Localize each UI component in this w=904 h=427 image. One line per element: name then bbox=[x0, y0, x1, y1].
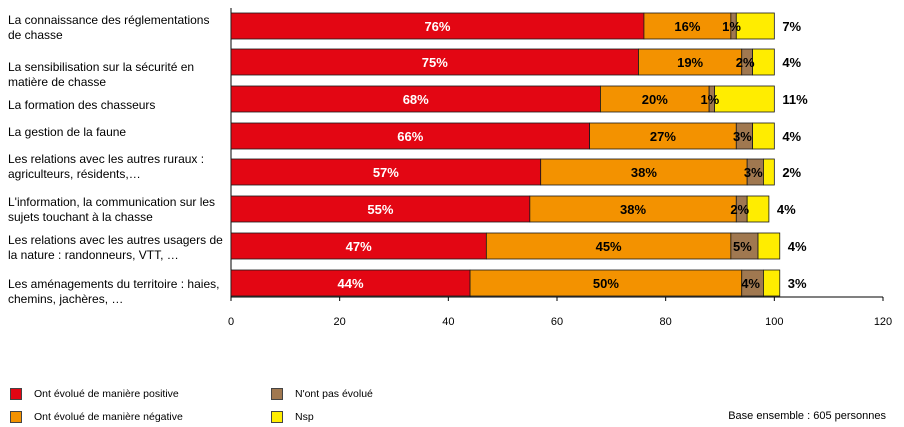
bar-segment bbox=[230, 195, 531, 223]
x-tick-label: 20 bbox=[334, 316, 346, 328]
data-label: 38% bbox=[631, 165, 657, 180]
data-label: 2% bbox=[736, 55, 755, 70]
data-label: 3% bbox=[788, 276, 807, 291]
legend-label: Ont évolué de manière négative bbox=[34, 411, 183, 423]
category-label: Les aménagements du territoire : haies, … bbox=[8, 277, 220, 306]
stacked-bar-chart: 76% 16% 1% 7% 75% 19% 2% 4% 68% 20% 1% 11% 66% 27% 3% 4… bbox=[228, 8, 892, 328]
category-label: Les relations avec les autres usagers de… bbox=[8, 233, 223, 262]
data-label: 4% bbox=[788, 239, 807, 254]
data-label: 4% bbox=[741, 276, 760, 291]
x-tick-label: 40 bbox=[442, 316, 454, 328]
legend-swatch bbox=[10, 411, 22, 423]
x-tick-label: 80 bbox=[660, 316, 672, 328]
data-label: 5% bbox=[733, 239, 752, 254]
data-label: 57% bbox=[373, 165, 399, 180]
legend-swatch bbox=[271, 411, 283, 423]
bar-segment bbox=[529, 195, 737, 223]
data-label: 66% bbox=[397, 129, 423, 144]
data-label: 27% bbox=[650, 129, 676, 144]
data-label: 68% bbox=[403, 92, 429, 107]
bar-segment bbox=[230, 122, 591, 150]
data-label: 3% bbox=[744, 165, 763, 180]
legend-label: Nsp bbox=[295, 411, 314, 423]
bar-segment bbox=[540, 158, 748, 186]
bar-segment bbox=[643, 12, 732, 40]
x-tick-label: 60 bbox=[551, 316, 563, 328]
data-label: 7% bbox=[782, 19, 801, 34]
data-label: 55% bbox=[367, 202, 393, 217]
bar-segment bbox=[589, 122, 737, 150]
legend-swatch bbox=[271, 388, 283, 400]
data-label: 2% bbox=[730, 202, 749, 217]
data-label: 11% bbox=[782, 92, 808, 107]
data-label: 16% bbox=[674, 19, 700, 34]
data-label: 4% bbox=[782, 129, 801, 144]
data-label: 19% bbox=[677, 55, 703, 70]
bar-segment bbox=[757, 232, 781, 260]
legend-item-positive: Ont évolué de manière positive bbox=[10, 388, 179, 400]
bar-segment bbox=[638, 48, 743, 76]
bar-segment bbox=[230, 48, 639, 76]
data-label: 3% bbox=[733, 129, 752, 144]
data-label: 4% bbox=[782, 55, 801, 70]
data-label: 44% bbox=[338, 276, 364, 291]
bar-segment bbox=[752, 48, 775, 76]
category-label: L'information, la communication sur les … bbox=[8, 195, 216, 224]
legend-label: Ont évolué de manière positive bbox=[34, 388, 179, 400]
data-label: 1% bbox=[722, 19, 741, 34]
data-label: 76% bbox=[424, 19, 450, 34]
bar-segment bbox=[230, 232, 487, 260]
x-tick-label: 120 bbox=[874, 316, 892, 328]
legend-item-unchanged: N'ont pas évolué bbox=[271, 388, 373, 400]
category-label: La connaissance des réglementations de c… bbox=[8, 13, 210, 42]
bar-segment bbox=[485, 232, 732, 260]
data-label: 50% bbox=[593, 276, 619, 291]
category-label: La sensibilisation sur la sécurité en ma… bbox=[8, 60, 195, 89]
category-label: La formation des chasseurs bbox=[8, 98, 156, 112]
data-label: 38% bbox=[620, 202, 646, 217]
x-tick-label: 100 bbox=[765, 316, 783, 328]
data-label: 47% bbox=[346, 239, 372, 254]
bar-segment bbox=[230, 12, 645, 40]
bar-segment bbox=[730, 232, 759, 260]
base-footnote: Base ensemble : 605 personnes bbox=[728, 410, 886, 422]
bar-segment bbox=[735, 12, 775, 40]
data-label: 4% bbox=[777, 202, 796, 217]
legend-label: N'ont pas évolué bbox=[295, 388, 373, 400]
legend-item-negative: Ont évolué de manière négative bbox=[10, 411, 183, 423]
bar-segment bbox=[469, 269, 743, 297]
category-label: La gestion de la faune bbox=[8, 125, 127, 139]
bar-segment bbox=[763, 158, 775, 186]
bar-segment bbox=[752, 122, 775, 150]
bar-segment bbox=[714, 85, 775, 113]
data-label: 45% bbox=[596, 239, 622, 254]
data-label: 1% bbox=[700, 92, 719, 107]
bar-segment bbox=[230, 269, 471, 297]
legend-item-nsp: Nsp bbox=[271, 411, 314, 423]
bar-segment bbox=[746, 195, 770, 223]
x-tick-label: 0 bbox=[228, 316, 234, 328]
bar-segment bbox=[600, 85, 710, 113]
bar-segment bbox=[763, 269, 781, 297]
legend-swatch bbox=[10, 388, 22, 400]
data-label: 2% bbox=[782, 165, 801, 180]
category-label: Les relations avec les autres ruraux : a… bbox=[8, 152, 205, 181]
data-label: 20% bbox=[642, 92, 668, 107]
data-label: 75% bbox=[422, 55, 448, 70]
bar-segment bbox=[230, 158, 542, 186]
bar-segment bbox=[230, 85, 601, 113]
